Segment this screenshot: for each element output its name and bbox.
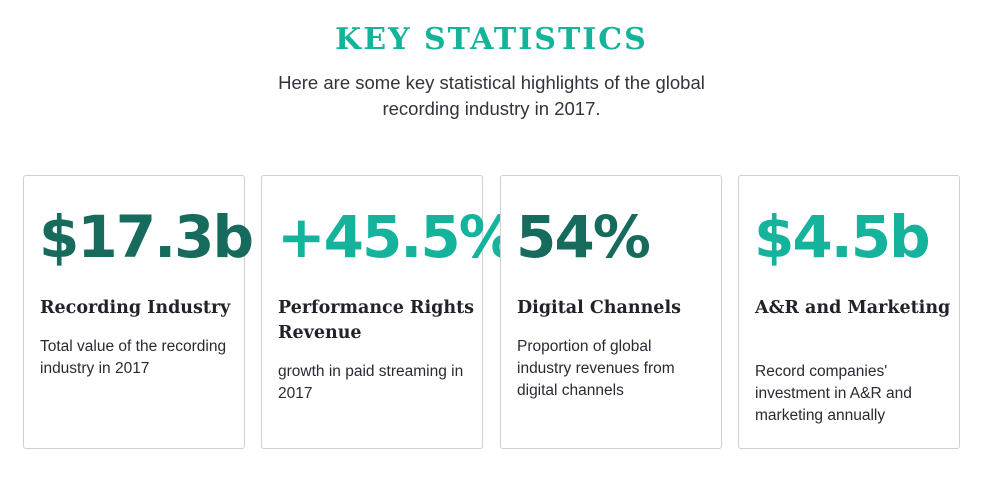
stat-description: Total value of the recording industry in… — [40, 338, 227, 377]
stat-title: Recording Industry — [40, 298, 231, 318]
section-subtitle: Here are some key statistical highlights… — [278, 72, 705, 119]
section-title: KEY STATISTICS — [335, 22, 648, 57]
stat-card-performance-rights: +45.5% Performance Rights Revenue growth… — [261, 175, 517, 449]
stat-value: $4.5b — [754, 203, 931, 271]
stat-value: +45.5% — [277, 203, 517, 271]
stat-value: 54% — [516, 203, 651, 271]
stat-description: Record companies' investment in A&R and … — [755, 363, 912, 424]
stat-title: Digital Channels — [517, 298, 681, 318]
stat-card-recording-industry: $17.3b Recording Industry Total value of… — [23, 175, 254, 449]
stat-card-digital-channels: 54% Digital Channels Proportion of globa… — [500, 175, 722, 449]
stat-title: A&R and Marketing — [755, 298, 951, 318]
stat-description: growth in paid streaming in 2017 — [278, 363, 464, 402]
stat-title: Performance Rights Revenue — [278, 298, 475, 343]
stat-value: $17.3b — [39, 203, 254, 271]
stat-card-ar-marketing: $4.5b A&R and Marketing Record companies… — [738, 175, 960, 449]
section-header: KEY STATISTICS Here are some key statist… — [0, 22, 983, 122]
stat-description: Proportion of global industry revenues f… — [517, 338, 675, 399]
stats-card-grid: $17.3b Recording Industry Total value of… — [23, 175, 962, 449]
